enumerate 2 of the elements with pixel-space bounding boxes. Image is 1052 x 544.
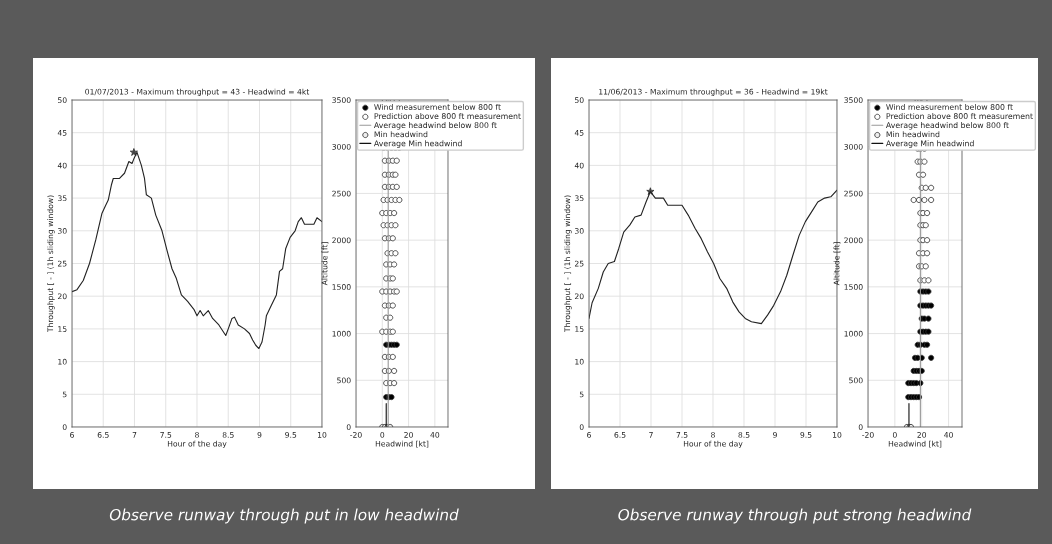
- text: Observe runway through put strong headwind: [618, 508, 972, 524]
- text: Observe runway through put in low headwind: [109, 508, 459, 524]
